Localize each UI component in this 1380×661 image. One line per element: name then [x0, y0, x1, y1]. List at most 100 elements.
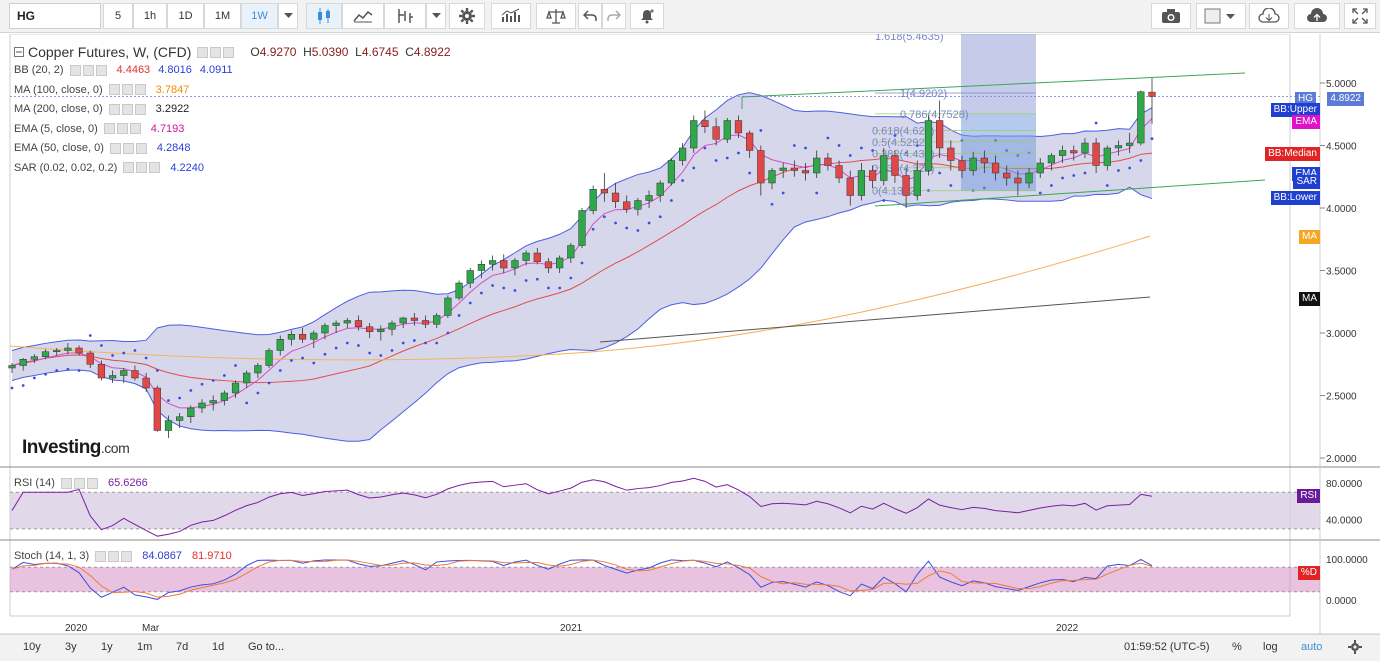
- candle-body: [656, 182, 664, 196]
- sar-dot: [982, 186, 986, 190]
- line-chart-button[interactable]: [342, 3, 384, 29]
- settings-button[interactable]: [449, 3, 485, 29]
- candlestick-type-button[interactable]: [306, 3, 342, 29]
- sar-dot: [1038, 191, 1042, 195]
- candle-body: [176, 416, 184, 421]
- candle-body: [1014, 177, 1022, 184]
- alert-button[interactable]: [630, 3, 664, 29]
- range-1m[interactable]: 1m: [137, 641, 153, 653]
- range-1d[interactable]: 1d: [212, 641, 225, 653]
- range-1y[interactable]: 1y: [101, 641, 113, 653]
- candle-body: [477, 264, 486, 271]
- legend-controls[interactable]: [123, 162, 161, 173]
- candle-body: [421, 320, 430, 325]
- sar-dot: [580, 261, 584, 265]
- candle-body: [746, 132, 754, 151]
- sar-dot: [804, 146, 807, 150]
- compare-button[interactable]: [536, 3, 576, 29]
- legend-title-row: Copper Futures, W, (CFD) O4.9270 H5.0390…: [14, 44, 451, 60]
- range-10y[interactable]: 10y: [23, 641, 41, 653]
- legend-indicator: SAR (0.02, 0.02, 0.2) 4.2240: [14, 162, 208, 174]
- candle-body: [790, 167, 798, 171]
- sar-dot: [893, 134, 897, 137]
- candle-body: [332, 322, 340, 326]
- goto-date[interactable]: Go to...: [248, 641, 285, 653]
- sar-dot: [167, 399, 170, 402]
- collapse-icon[interactable]: [14, 47, 24, 57]
- candle-body: [41, 351, 50, 357]
- sar-dot: [748, 171, 752, 175]
- legend-controls[interactable]: [95, 550, 133, 562]
- fib-level-label: 0.5(4.5292): [872, 137, 928, 149]
- legend-controls[interactable]: [108, 103, 146, 115]
- candle-body: [813, 157, 821, 174]
- sar-dot: [290, 359, 293, 362]
- legend-rsi: RSI (14) 65.6266: [14, 477, 148, 489]
- range-7d[interactable]: 7d: [176, 641, 189, 653]
- fullscreen-button[interactable]: [1344, 3, 1376, 29]
- fib-level-label: 1(4.9202): [900, 88, 947, 100]
- indicator-value: 3.2922: [155, 103, 190, 115]
- candle-body: [8, 365, 16, 369]
- auto-toggle[interactable]: auto: [1301, 641, 1323, 653]
- sar-dot: [792, 144, 796, 147]
- candle-body: [488, 260, 497, 265]
- sar-dot: [491, 284, 494, 287]
- legend-controls[interactable]: [69, 64, 107, 76]
- candle-body: [958, 160, 966, 171]
- candle-body: [455, 282, 463, 299]
- price-chart[interactable]: 5.0000 4.5000 4.0000 3.5000 3.0000 2.5000 2.00…: [0, 34, 1380, 634]
- legend-controls[interactable]: [109, 142, 147, 154]
- legend-controls[interactable]: [108, 84, 146, 95]
- interval-5m[interactable]: 5: [103, 3, 133, 29]
- candle-body: [433, 315, 441, 325]
- interval-1h[interactable]: 1h: [133, 3, 167, 29]
- sar-dot: [692, 166, 696, 170]
- interval-dropdown[interactable]: [278, 3, 298, 29]
- redo-button[interactable]: [602, 3, 626, 29]
- undo-icon: [583, 10, 597, 21]
- log-toggle[interactable]: log: [1263, 641, 1278, 653]
- draw-tool-button[interactable]: [384, 3, 426, 29]
- candle-body: [1148, 91, 1156, 97]
- sar-dot: [435, 341, 439, 345]
- undo-button[interactable]: [578, 3, 602, 29]
- legend-controls[interactable]: [60, 477, 98, 489]
- interval-1w[interactable]: 1W: [241, 3, 278, 29]
- sar-dot: [200, 382, 204, 386]
- candle-body: [343, 320, 351, 324]
- layout-button[interactable]: [1196, 3, 1246, 29]
- screenshot-button[interactable]: [1151, 3, 1191, 29]
- sar-dot: [524, 279, 528, 282]
- candle-body: [801, 170, 810, 174]
- sar-dot: [100, 344, 103, 347]
- candle-body: [86, 352, 94, 365]
- percent-toggle[interactable]: %: [1232, 641, 1242, 653]
- expand-icon: [1352, 8, 1368, 24]
- sar-dot: [312, 361, 316, 365]
- axis-tag: EMA: [1292, 115, 1320, 129]
- legend-controls[interactable]: [103, 123, 141, 134]
- sar-dot: [446, 331, 450, 335]
- sar-dot: [502, 286, 506, 290]
- sar-dot: [1016, 154, 1020, 157]
- interval-1d[interactable]: 1D: [167, 3, 204, 29]
- sar-dot: [815, 191, 819, 195]
- draw-tool-dropdown[interactable]: [426, 3, 446, 29]
- indicator-value: 4.8016: [158, 64, 192, 76]
- investing-logo: Investing.com: [22, 437, 130, 458]
- sar-dot: [737, 151, 740, 155]
- save-chart-button[interactable]: [1294, 3, 1340, 29]
- indicators-button[interactable]: [491, 3, 531, 29]
- symbol-input[interactable]: [9, 3, 101, 29]
- sar-dot: [44, 372, 47, 376]
- load-chart-button[interactable]: [1249, 3, 1289, 29]
- candle-body: [265, 350, 273, 366]
- interval-1m[interactable]: 1M: [204, 3, 241, 29]
- legend-controls[interactable]: [197, 46, 235, 58]
- gear-icon[interactable]: [1348, 640, 1362, 654]
- candle-body: [310, 332, 318, 340]
- range-3y[interactable]: 3y: [65, 641, 77, 653]
- redo-icon: [607, 10, 621, 21]
- chart-area[interactable]: 5.0000 4.5000 4.0000 3.5000 3.0000 2.5000 2.00…: [0, 34, 1380, 634]
